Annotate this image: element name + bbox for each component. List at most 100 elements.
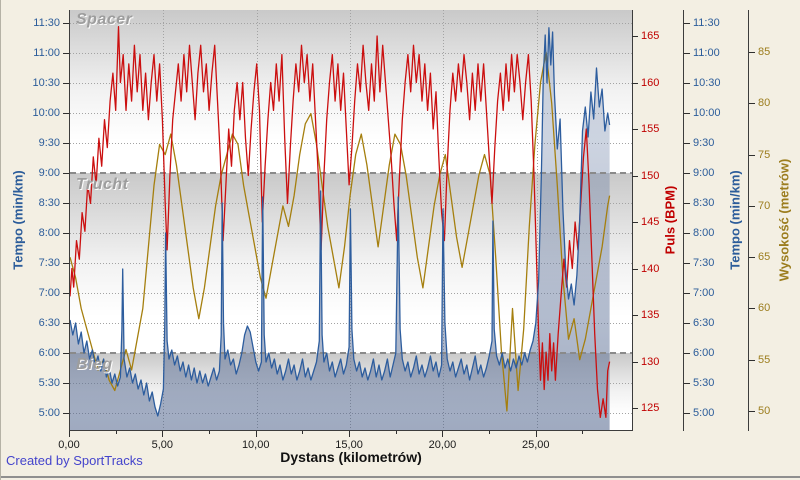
- minor-tick-mark: [395, 431, 397, 434]
- tick-mark: [69, 431, 70, 437]
- tick-mark: [632, 408, 638, 410]
- tick-mark: [749, 308, 755, 310]
- elevation-axis-tick-label: 75: [758, 148, 771, 161]
- pace-left-tick-label: 5:30: [38, 377, 60, 389]
- tick-mark: [63, 353, 69, 354]
- tick-mark: [684, 293, 690, 294]
- distance-tick-label: 15,00: [335, 439, 363, 451]
- elevation-axis-tick-label: 65: [758, 251, 771, 264]
- tick-mark: [63, 293, 69, 294]
- pace-right-axis-tick-label: 6:00: [693, 347, 715, 359]
- tick-mark: [749, 257, 755, 259]
- elevation-axis-tick-label: 50: [758, 405, 771, 418]
- tick-mark: [255, 431, 257, 437]
- plot-area[interactable]: Spacer Trucht Bieg: [69, 10, 633, 431]
- distance-tick-label: 20,00: [428, 439, 457, 451]
- tick-mark: [349, 431, 351, 437]
- pace-right-axis-tick-label: 10:30: [693, 77, 721, 89]
- pace-right-axis-tick-label: 10:00: [693, 107, 721, 119]
- heart-rate-line: [70, 26, 611, 419]
- zone-label-spacer: Spacer: [76, 11, 133, 28]
- distance-tick-label: 25,00: [522, 439, 550, 451]
- elevation-axis-tick-label: 70: [758, 199, 771, 212]
- minor-tick-mark: [302, 431, 304, 434]
- pace-area-fill: [70, 27, 610, 430]
- credit-text: Created by SportTracks: [6, 453, 143, 468]
- elevation-axis-tick-label: 85: [758, 46, 771, 59]
- pace-left-tick-label: 11:30: [33, 17, 60, 29]
- tick-mark: [684, 173, 690, 174]
- tick-mark: [632, 129, 638, 131]
- pace-left-tick-label: 10:00: [32, 107, 60, 119]
- right-axis-title-wysokosc: Wysokość (metrów): [776, 158, 792, 282]
- tick-mark: [684, 383, 690, 384]
- pace-right-axis-tick-label: 9:30: [693, 137, 715, 149]
- tick-mark: [749, 411, 755, 413]
- right-axis-title-puls: Puls (BPM): [662, 185, 678, 255]
- elevation-line: [70, 51, 611, 412]
- tick-mark: [162, 431, 164, 437]
- x-axis-title: Dystans (kilometrów): [280, 449, 422, 465]
- tick-mark: [684, 113, 690, 114]
- tick-mark: [63, 233, 69, 234]
- chart-canvas: [70, 10, 632, 430]
- pulse-axis-tick-label: 165: [641, 30, 660, 43]
- tick-mark: [63, 143, 69, 144]
- pace-right-axis-tick-label: 5:00: [693, 407, 715, 419]
- tick-mark: [632, 361, 638, 363]
- pulse-axis-tick-label: 135: [641, 309, 660, 322]
- tick-mark: [535, 431, 537, 437]
- tick-mark: [63, 113, 69, 114]
- tick-mark: [684, 323, 690, 324]
- pulse-axis-tick-label: 140: [641, 262, 660, 275]
- tick-mark: [632, 315, 638, 317]
- elevation-axis-tick-label: 60: [758, 302, 771, 315]
- pace-left-tick-label: 11:00: [33, 47, 60, 59]
- tick-mark: [63, 23, 69, 24]
- minor-tick-mark: [582, 431, 584, 434]
- pulse-axis-tick-label: 155: [641, 123, 660, 136]
- pace-line: [70, 27, 611, 417]
- tick-mark: [749, 103, 755, 105]
- tick-mark: [63, 323, 69, 324]
- distance-tick-label: 10,00: [241, 439, 270, 451]
- pace-left-tick-label: 6:00: [38, 347, 60, 359]
- tick-mark: [749, 52, 755, 54]
- pace-left-tick-label: 8:30: [38, 197, 60, 209]
- elevation-axis-tick-label: 55: [758, 353, 771, 366]
- tick-mark: [749, 205, 755, 207]
- pace-left-tick-label: 8:00: [38, 227, 60, 239]
- tick-mark: [632, 222, 638, 224]
- tick-mark: [684, 233, 690, 234]
- pace-left-tick-label: 5:00: [38, 407, 60, 419]
- tick-mark: [684, 263, 690, 264]
- pace-right-axis-tick-label: 5:30: [693, 377, 715, 389]
- tick-mark: [684, 413, 690, 414]
- pulse-axis-tick-label: 130: [641, 355, 660, 368]
- pace-left-tick-label: 9:30: [38, 137, 60, 149]
- minor-tick-mark: [489, 431, 491, 434]
- tick-mark: [63, 53, 69, 54]
- right-axis-title-tempo: Tempo (min/km): [727, 170, 743, 270]
- distance-tick-label: 5,00: [151, 439, 174, 451]
- tick-mark: [442, 431, 444, 437]
- pace-left-tick-label: 9:00: [38, 167, 60, 179]
- tick-mark: [632, 175, 638, 177]
- tick-mark: [63, 83, 69, 84]
- tick-mark: [684, 143, 690, 144]
- pace-right-axis-line: [683, 10, 684, 431]
- pace-right-axis-tick-label: 9:00: [693, 167, 715, 179]
- pulse-axis-tick-label: 160: [641, 76, 660, 89]
- tick-mark: [63, 173, 69, 174]
- pace-right-axis-tick-label: 7:30: [693, 257, 715, 269]
- pace-right-axis-tick-label: 11:00: [693, 47, 720, 59]
- pulse-axis-tick-label: 150: [641, 169, 660, 182]
- minor-tick-mark: [209, 431, 211, 434]
- pace-left-tick-label: 7:00: [38, 287, 60, 299]
- pulse-axis-tick-label: 125: [641, 402, 660, 415]
- tick-mark: [63, 203, 69, 204]
- left-axis-title-tempo: Tempo (min/km): [10, 170, 26, 270]
- pulse-axis-tick-label: 145: [641, 216, 660, 229]
- tick-mark: [632, 82, 638, 84]
